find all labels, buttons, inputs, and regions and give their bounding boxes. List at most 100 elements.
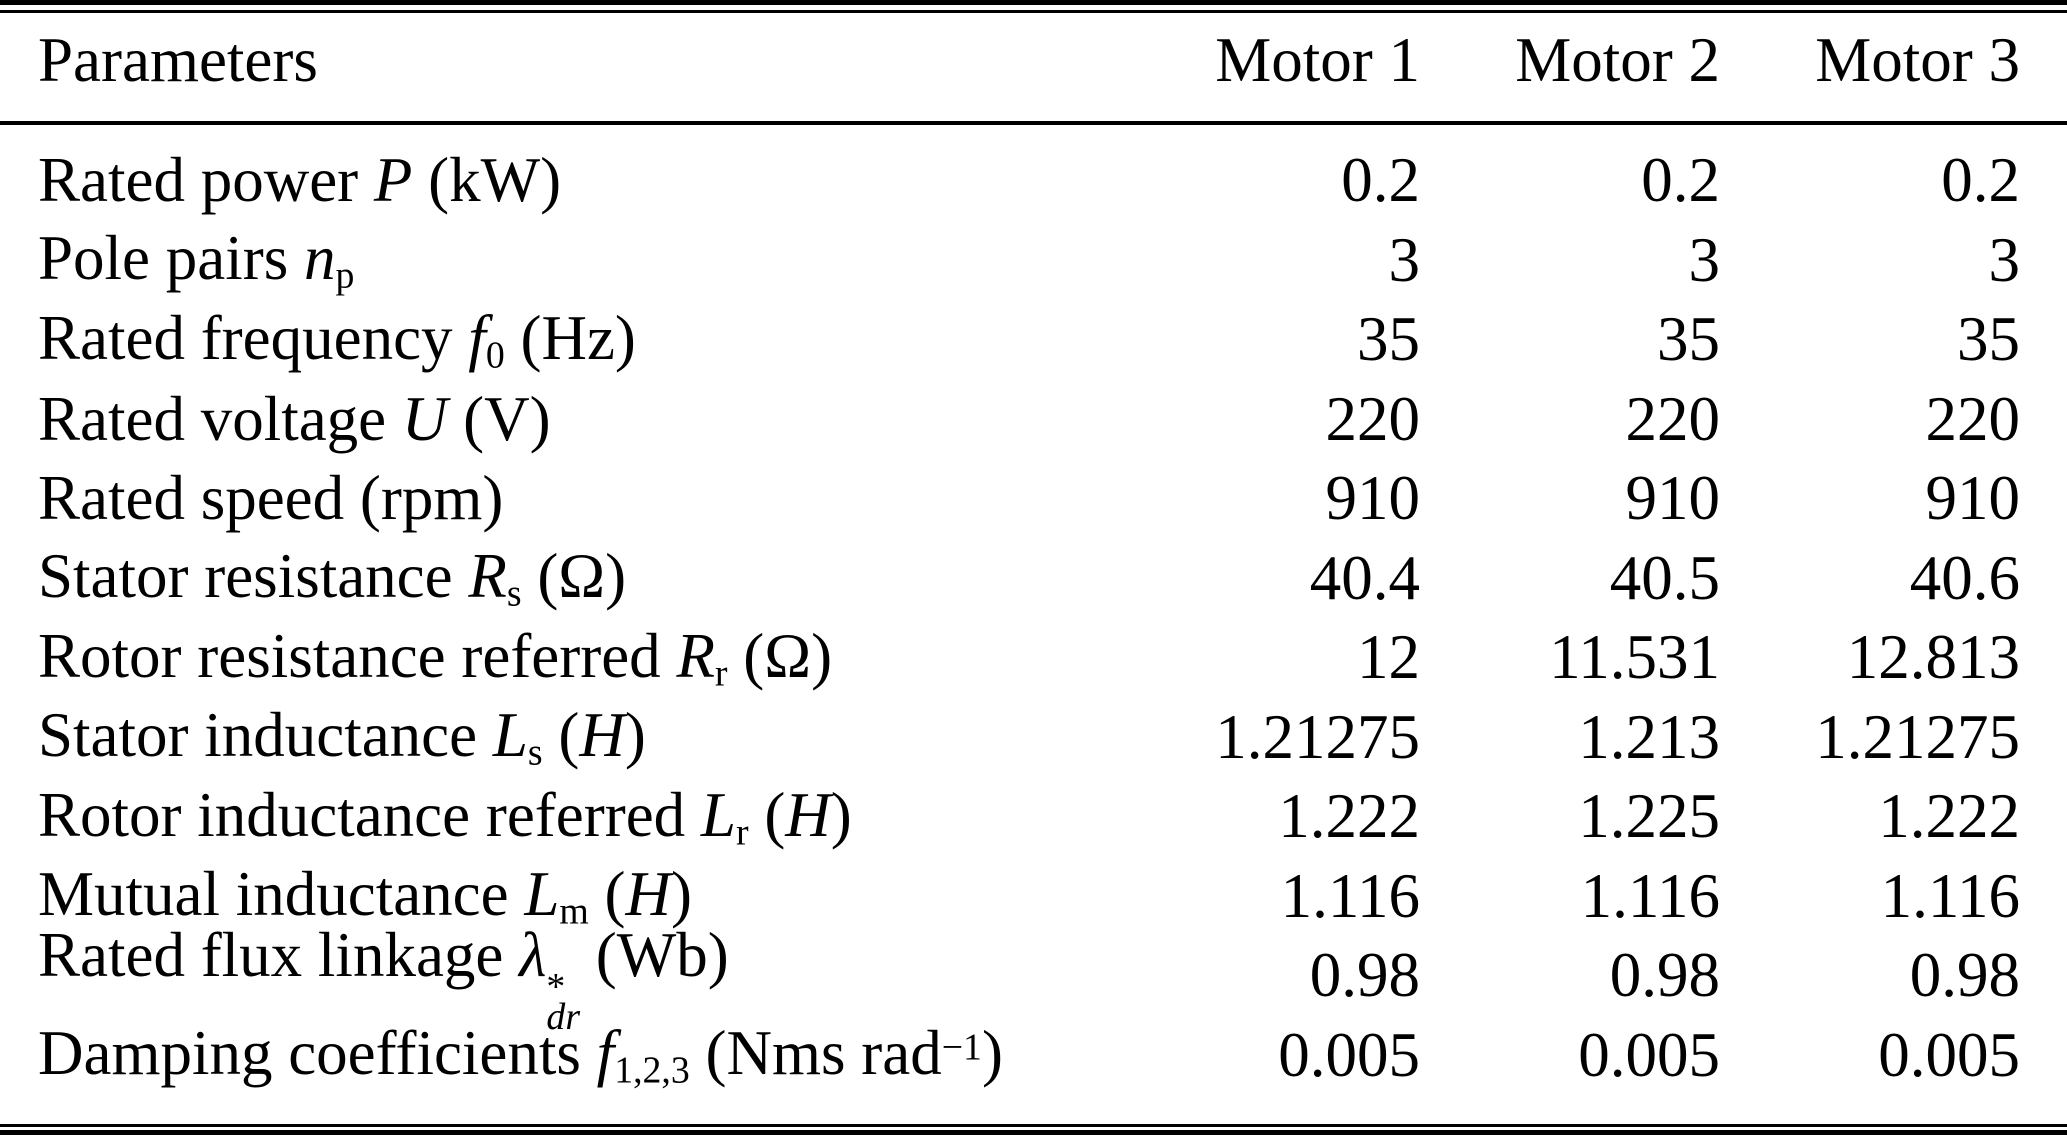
parameter-value: 3 xyxy=(1688,224,1721,295)
label-segment: ( xyxy=(588,859,626,930)
parameter-label: Pole pairs np xyxy=(38,222,1120,298)
parameter-value: 35 xyxy=(1657,304,1720,375)
table-row: Rated flux linkage λ * dr (Wb) 0.98 0.98 0.98 xyxy=(38,920,2020,1035)
parameter-value: 1.116 xyxy=(1880,860,2020,931)
parameter-value: 35 xyxy=(1957,304,2020,375)
column-header-motor-1: Motor 1 xyxy=(1215,24,1420,95)
table-row: Rotor resistance referred Rr (Ω) 12 11.531… xyxy=(38,618,2020,698)
parameter-label: Damping coefficients f1,2,3 (Nms rad−1) xyxy=(38,1017,1120,1093)
label-segment: m xyxy=(559,891,589,934)
parameter-value: 0.2 xyxy=(1941,145,2020,216)
table-bottom-rule-thick xyxy=(0,1130,2067,1135)
table-top-rule-thin xyxy=(0,10,2067,13)
label-segment: Stator resistance xyxy=(38,541,469,612)
table-row: Stator resistance Rs (Ω) 40.4 40.5 40.6 xyxy=(38,539,2020,619)
table-row: Rated power P (kW) 0.2 0.2 0.2 xyxy=(38,141,2020,221)
column-header-parameters: Parameters xyxy=(38,24,318,95)
label-segment: Rated voltage xyxy=(38,383,402,454)
table-row: Damping coefficients f1,2,3 (Nms rad−1) 0… xyxy=(38,1016,2020,1096)
parameter-label: Rated voltage U (V) xyxy=(38,383,1120,456)
parameter-value: 12.813 xyxy=(1846,622,2020,693)
parameter-value: 12 xyxy=(1357,622,1420,693)
parameter-value: 220 xyxy=(1625,383,1721,454)
label-segment: p xyxy=(335,255,355,298)
label-segment: (Hz) xyxy=(504,302,636,373)
parameter-value: 0.98 xyxy=(1309,940,1420,1011)
label-segment: 1,2,3 xyxy=(614,1050,690,1093)
table-row: Rated frequency f0 (Hz) 35 35 35 xyxy=(38,300,2020,380)
table-row: Pole pairs np 3 3 3 xyxy=(38,221,2020,301)
label-segment: s xyxy=(527,732,543,775)
table-row: Rotor inductance referred Lr (H) 1.222 1.2… xyxy=(38,777,2020,857)
table-top-rule-thick xyxy=(0,0,2067,5)
table-header-row: Parameters Motor 1 Motor 2 Motor 3 xyxy=(0,13,2067,121)
label-segment: L xyxy=(700,779,736,850)
label-segment: (Nms rad xyxy=(689,1018,942,1089)
label-segment: ) xyxy=(830,779,852,850)
superscript-subscript-stack: * dr xyxy=(546,966,581,1038)
label-segment: (Wb) xyxy=(580,920,729,991)
table-row: Mutual inductance Lm (H) 1.116 1.116 1.116 xyxy=(38,857,2020,937)
parameter-label: Stator resistance Rs (Ω) xyxy=(38,540,1120,616)
parameter-value: 910 xyxy=(1325,463,1421,534)
table-row: Rated voltage U (V) 220 220 220 xyxy=(38,380,2020,460)
label-segment: Rotor inductance referred xyxy=(38,779,701,850)
parameter-label: Rated flux linkage λ * dr (Wb) xyxy=(38,919,1120,1038)
parameter-value: 1.116 xyxy=(1280,860,1420,931)
parameter-value: 0.2 xyxy=(1641,145,1720,216)
label-segment: L xyxy=(492,700,528,771)
parameter-value: 40.5 xyxy=(1609,542,1720,613)
parameter-label: Stator inductance Ls (H) xyxy=(38,699,1120,775)
label-segment: R xyxy=(468,541,507,612)
label-segment: P xyxy=(373,145,413,216)
label-segment: Mutual inductance xyxy=(38,859,525,930)
label-segment: Rated power xyxy=(38,145,374,216)
parameter-value: 1.116 xyxy=(1580,860,1720,931)
parameter-value: 35 xyxy=(1357,304,1420,375)
parameter-value: 220 xyxy=(1925,383,2021,454)
parameter-value: 0.2 xyxy=(1341,145,1420,216)
label-segment: f xyxy=(596,1018,615,1089)
label-segment: L xyxy=(524,859,560,930)
parameter-value: 1.21275 xyxy=(1815,701,2020,772)
table-row: Stator inductance Ls (H) 1.21275 1.213 1.21… xyxy=(38,698,2020,778)
parameter-value: 40.4 xyxy=(1309,542,1420,613)
label-segment: s xyxy=(506,573,522,616)
label-segment: f xyxy=(468,302,486,373)
parameter-label: Rotor resistance referred Rr (Ω) xyxy=(38,620,1120,696)
label-segment: Stator inductance xyxy=(38,700,493,771)
parameter-label: Rated power P (kW) xyxy=(38,144,1120,217)
label-segment: ) xyxy=(671,859,693,930)
parameter-value: 3 xyxy=(1988,224,2021,295)
parameter-label: Rated speed (rpm) xyxy=(38,462,1120,535)
label-segment: 0 xyxy=(485,334,505,377)
label-segment: (Ω) xyxy=(521,541,627,612)
parameter-value: 1.213 xyxy=(1578,701,1720,772)
column-header-motor-2: Motor 2 xyxy=(1515,24,1720,95)
label-segment: Rotor resistance referred xyxy=(38,620,677,691)
table-header-rule xyxy=(0,121,2067,125)
label-segment: (kW) xyxy=(412,145,562,216)
parameter-value: 1.21275 xyxy=(1215,701,1420,772)
label-segment: R xyxy=(676,620,715,691)
label-segment: ( xyxy=(748,779,786,850)
label-segment: λ xyxy=(519,920,547,991)
label-segment: (V) xyxy=(447,383,551,454)
parameter-value: 910 xyxy=(1625,463,1721,534)
label-segment: Rated speed (rpm) xyxy=(38,463,504,534)
table-row: Rated speed (rpm) 910 910 910 xyxy=(38,459,2020,539)
parameter-label: Rotor inductance referred Lr (H) xyxy=(38,779,1120,855)
label-segment: ( xyxy=(542,700,580,771)
stack-subscript: dr xyxy=(546,995,581,1038)
column-header-motor-3: Motor 3 xyxy=(1815,24,2020,95)
parameter-value: 220 xyxy=(1325,383,1421,454)
label-segment: ) xyxy=(624,700,646,771)
label-segment: −1 xyxy=(941,1027,982,1070)
parameter-value: 3 xyxy=(1388,224,1421,295)
label-segment: n xyxy=(303,223,336,294)
parameter-value: 11.531 xyxy=(1549,622,1720,693)
label-segment: Damping coefficients xyxy=(38,1018,597,1089)
stack-superscript: * xyxy=(546,966,566,1009)
label-segment: ) xyxy=(981,1018,1003,1089)
